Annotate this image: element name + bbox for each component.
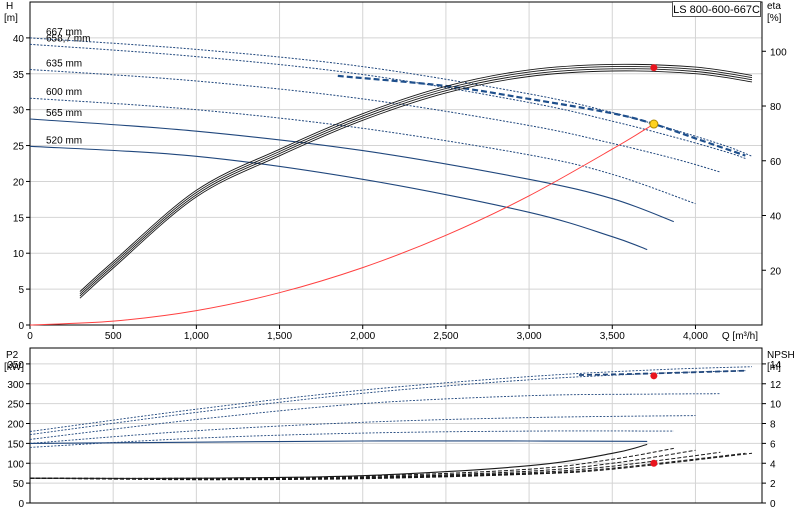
head-curve-label: 600 mm [46,87,82,98]
npsh-y-tick-label: 14 [770,360,782,371]
npsh-y-tick-label: 10 [770,400,782,411]
x-tick-label: 1,500 [267,331,292,342]
head-y-tick-label: 5 [18,285,24,296]
eta-y-tick-label: 20 [770,266,782,277]
eta-y-tick-label: 100 [770,47,787,58]
head-y-tick-label: 10 [13,249,25,260]
x-tick-label: 3,500 [600,331,625,342]
eta-axis-unit: [%] [767,13,782,24]
x-tick-label: 2,500 [433,331,458,342]
power-curve-5 [29,440,648,444]
efficiency-curve-0 [79,70,753,299]
power-y-tick-label: 200 [7,420,24,431]
head-y-tick-label: 20 [13,177,25,188]
npsh-y-tick-label: 12 [770,380,782,391]
power-axis-unit: [kW] [4,362,24,373]
head-curve-5 [29,145,648,251]
eta-axis-label: eta [767,1,781,12]
x-tick-label: 2,000 [350,331,375,342]
npsh-y-tick-label: 8 [770,420,776,431]
power-y-tick-label: 0 [18,499,24,510]
head-plot-frame [29,1,763,326]
npsh-point-marker [650,459,658,467]
npsh-curve-5 [29,452,753,481]
power-curve-0 [29,366,753,432]
head-curve-label: 520 mm [46,135,82,146]
head-curve-4 [29,118,674,223]
head-curve-label: 658,7 mm [46,33,90,44]
power-y-tick-label: 250 [7,400,24,411]
eta-y-tick-label: 40 [770,212,782,223]
npsh-curve-2 [29,449,696,480]
head-y-tick-label: 25 [13,142,25,153]
head-plot-area [30,2,762,325]
efficiency-curve-2 [79,66,753,295]
head-y-tick-label: 30 [13,106,25,117]
x-axis-label: Q [m³/h] [722,331,758,342]
power-y-tick-label: 100 [7,459,24,470]
power-curve-4 [29,430,674,448]
npsh-axis-label: NPSH [767,350,795,361]
power-plot-frame [29,347,763,504]
x-tick-label: 0 [27,331,33,342]
x-tick-label: 4,000 [683,331,708,342]
pump-model-label: LS 800-600-667C [672,1,761,17]
head-y-tick-label: 0 [18,321,24,332]
npsh-y-tick-label: 2 [770,479,776,490]
x-tick-label: 500 [105,331,122,342]
efficiency-curve-1 [79,68,753,297]
npsh-y-tick-label: 6 [770,439,776,450]
x-tick-label: 3,000 [517,331,542,342]
npsh-curve-4 [29,452,746,480]
head-axis-unit: [m] [4,13,18,24]
power-point-marker [650,372,658,380]
power-y-tick-label: 300 [7,380,24,391]
x-tick-label: 1,000 [184,331,209,342]
power-axis-label: P2 [6,350,19,361]
duty-point-marker [649,119,659,129]
power-y-tick-label: 350 [7,360,24,371]
power-y-tick-label: 150 [7,439,24,450]
power-y-tick-label: 50 [13,479,25,490]
head-y-tick-label: 15 [13,213,25,224]
operating-head-curve [337,74,746,157]
head-curve-3 [29,97,696,205]
efficiency-curve-3 [79,63,753,292]
head-curve-label: 667 mm [46,27,82,38]
head-axis-label: H [6,1,13,12]
npsh-axis-unit: [m] [767,362,781,373]
system-curve [29,123,655,326]
head-curve-label: 565 mm [46,108,82,119]
npsh-y-tick-label: 4 [770,459,776,470]
head-curve-0 [29,37,753,157]
head-curve-label: 635 mm [46,58,82,69]
eta-y-tick-label: 60 [770,157,782,168]
efficiency-point-marker [650,64,658,72]
npsh-y-tick-label: 0 [770,499,776,510]
power-curve-3 [29,415,696,444]
head-y-tick-label: 40 [13,34,25,45]
eta-y-tick-label: 80 [770,102,782,113]
head-y-tick-label: 35 [13,70,25,81]
